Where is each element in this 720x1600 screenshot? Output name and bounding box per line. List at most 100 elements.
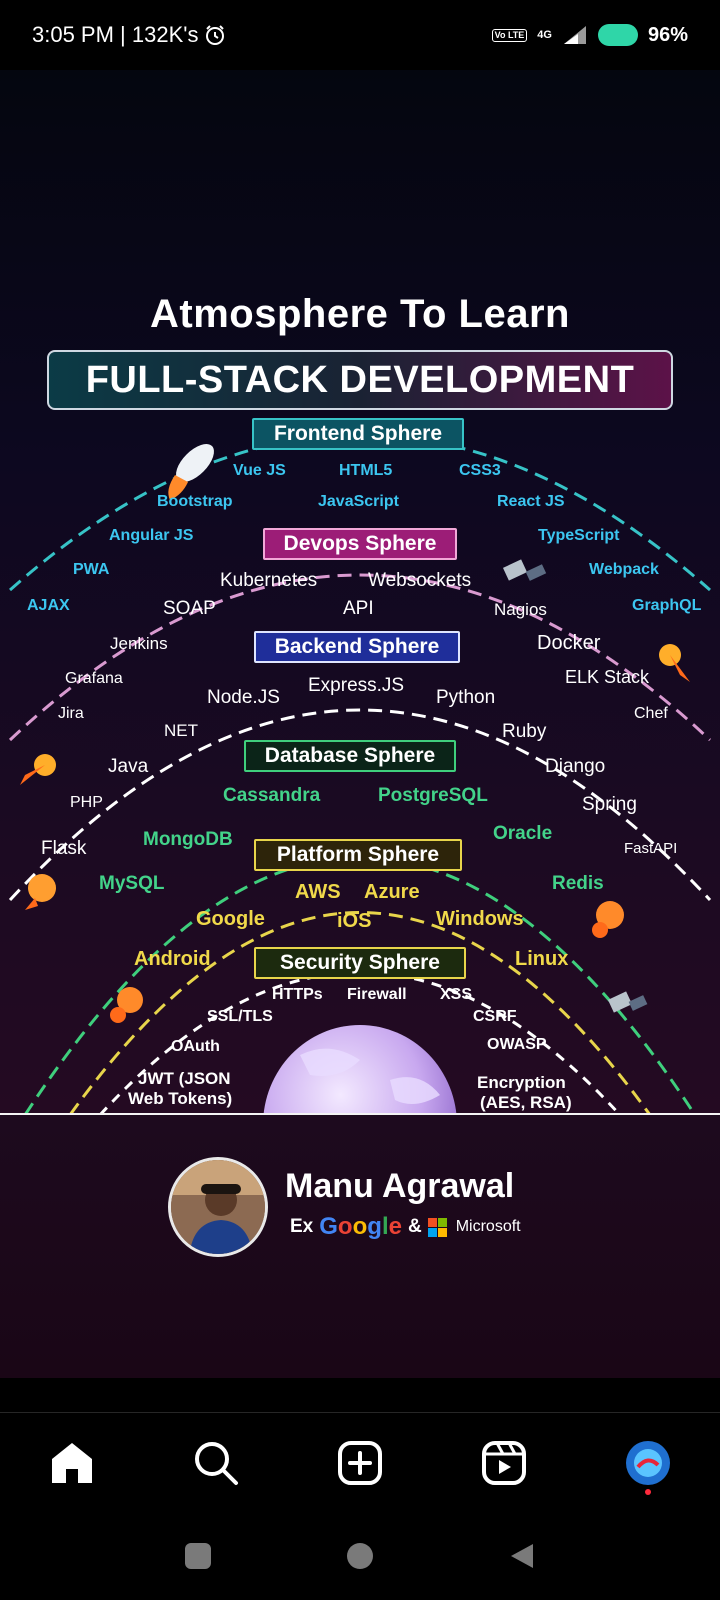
author-name: Manu Agrawal	[285, 1167, 515, 1205]
devops-item: Grafana	[65, 670, 123, 687]
database-item: Oracle	[493, 823, 553, 844]
security-item: CSRF	[473, 1008, 517, 1025]
platform-item: AWS	[295, 881, 341, 903]
post-title: Atmosphere To Learn	[150, 292, 570, 336]
volte-icon: Vo LTE	[491, 28, 528, 42]
status-left: 3:05 PM | 132K's	[32, 22, 226, 48]
devops-item: Websockets	[368, 570, 472, 591]
devops-item: Nagios	[494, 600, 547, 619]
frontend-sphere-badge: Frontend Sphere	[252, 418, 464, 450]
backend-sphere-badge: Backend Sphere	[254, 631, 460, 663]
backend-item: Flask	[41, 838, 87, 859]
security-item: XSS	[440, 986, 473, 1003]
comet-icon	[110, 987, 143, 1023]
devops-arc	[8, 573, 712, 742]
platform-item: Android	[134, 948, 211, 970]
back-icon[interactable]	[506, 1540, 538, 1572]
google-logo: Google	[319, 1213, 402, 1240]
devops-sphere-badge: Devops Sphere	[263, 528, 457, 560]
backend-item: Node.JS	[207, 687, 280, 708]
security-item: HTTPs	[272, 986, 323, 1003]
backend-item: Spring	[582, 794, 637, 815]
frontend-item: AJAX	[27, 597, 70, 614]
bottom-nav	[0, 1412, 720, 1512]
battery-icon	[597, 24, 638, 46]
credit-prefix: Ex	[290, 1216, 314, 1237]
home-button-icon[interactable]	[344, 1540, 376, 1572]
devops-item: Jira	[58, 705, 84, 722]
security-item: JWT (JSON	[138, 1069, 231, 1088]
nav-reels[interactable]	[474, 1433, 534, 1493]
author-avatar	[168, 1157, 268, 1257]
battery-level: 96%	[647, 23, 688, 46]
devops-item: API	[343, 598, 374, 619]
backend-item: FastAPI	[624, 840, 678, 857]
nav-search[interactable]	[186, 1433, 246, 1493]
platform-item: Google	[196, 908, 265, 930]
system-nav	[0, 1512, 720, 1600]
author-credentials: Ex Google & Microsoft	[290, 1213, 521, 1241]
home-icon	[52, 1442, 92, 1483]
nav-profile[interactable]	[618, 1433, 678, 1495]
backend-item: Express.JS	[308, 675, 405, 696]
database-item: Redis	[552, 873, 604, 894]
search-icon	[195, 1441, 238, 1485]
frontend-item: JavaScript	[318, 493, 399, 510]
backend-item: PHP	[70, 794, 103, 811]
frontend-item: GraphQL	[632, 597, 702, 614]
security-item: Encryption	[477, 1073, 566, 1092]
microsoft-logo-icon	[427, 1217, 447, 1237]
profile-icon	[626, 1440, 670, 1485]
security-item: (AES, RSA)	[480, 1093, 572, 1112]
reels-icon	[482, 1440, 526, 1485]
frontend-item: Vue JS	[233, 462, 286, 479]
backend-item: NET	[164, 721, 198, 740]
platform-item: Azure	[364, 881, 420, 903]
status-right: Vo LTE 4G 96%	[491, 23, 688, 47]
security-item: OWASP	[487, 1036, 547, 1053]
comet-icon	[659, 644, 690, 682]
frontend-item: HTML5	[339, 462, 393, 479]
author-band	[0, 1113, 720, 1378]
nav-create[interactable]	[330, 1433, 390, 1493]
devops-item: Kubernetes	[220, 570, 318, 591]
platform-sphere-badge: Platform Sphere	[254, 839, 462, 871]
security-arc	[98, 971, 622, 1117]
security-item: Web Tokens)	[128, 1089, 233, 1108]
platform-item: Windows	[436, 908, 524, 930]
comet-icon	[20, 754, 56, 785]
post-image[interactable]: Atmosphere To Learn FULL-STACK DEVELOPME…	[0, 70, 720, 1378]
signal-icon	[563, 26, 586, 44]
status-time: 3:05 PM | 132K's	[32, 22, 199, 47]
database-item: Cassandra	[223, 785, 321, 806]
comet-icon	[25, 874, 56, 910]
security-item: Firewall	[347, 986, 407, 1003]
notification-dot	[645, 1488, 651, 1495]
backend-item: Ruby	[502, 721, 547, 742]
backend-item: Django	[545, 756, 606, 777]
create-icon	[338, 1440, 382, 1485]
frontend-item: PWA	[73, 561, 110, 578]
satellite-icon	[502, 559, 547, 581]
rocket-icon	[168, 444, 214, 500]
alarm-icon	[206, 25, 225, 45]
nav-home[interactable]	[42, 1433, 102, 1493]
database-arc	[23, 856, 697, 1116]
database-sphere-badge: Database Sphere	[244, 740, 456, 772]
devops-item: Docker	[537, 632, 601, 654]
post-subtitle-banner: FULL-STACK DEVELOPMENT	[47, 350, 673, 410]
database-item: MongoDB	[143, 829, 233, 850]
devops-item: SOAP	[163, 598, 216, 619]
devops-item: Jenkins	[110, 634, 168, 653]
database-item: PostgreSQL	[378, 785, 488, 806]
recents-icon[interactable]	[182, 1540, 214, 1572]
devops-item: Chef	[634, 705, 668, 722]
status-bar: 3:05 PM | 132K's Vo LTE 4G 96%	[0, 0, 720, 70]
comet-icon	[592, 901, 624, 938]
backend-arc	[8, 708, 712, 902]
frontend-item: Angular JS	[109, 527, 194, 544]
frontend-item: TypeScript	[538, 527, 620, 544]
credit-amp: &	[407, 1216, 422, 1237]
security-item: OAuth	[171, 1038, 220, 1055]
backend-item: Java	[108, 756, 149, 777]
